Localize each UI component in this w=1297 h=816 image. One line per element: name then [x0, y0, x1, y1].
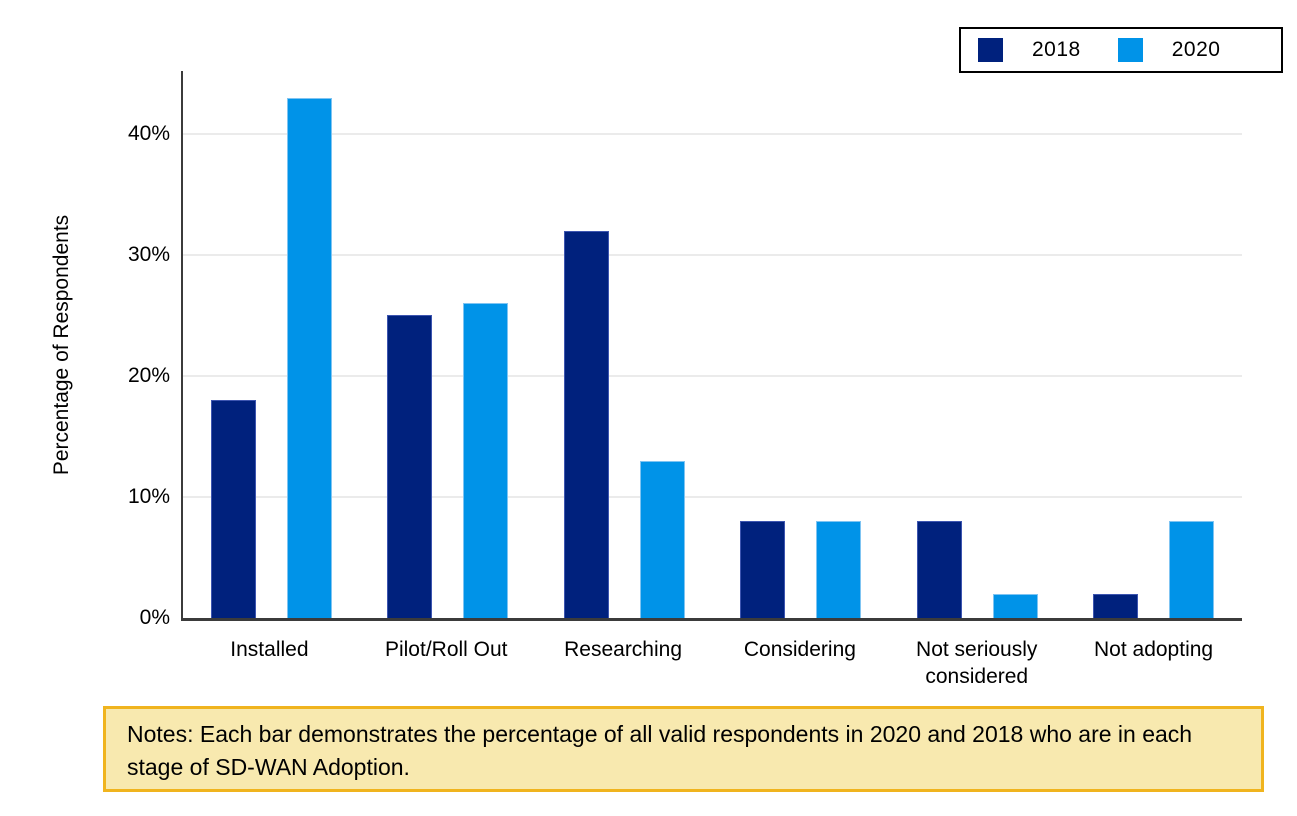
legend-item-2020: 2020 [1117, 38, 1221, 62]
x-tick-pilot-roll-out: Pilot/Roll Out [384, 638, 508, 661]
bar-2020-not-adopting [1169, 521, 1215, 618]
y-tick-10: 10% [127, 485, 170, 508]
bar-group-not-adopting [1066, 71, 1243, 618]
notes-box: Notes: Each bar demonstrates the percent… [103, 706, 1264, 792]
legend: 2018 2020 [959, 27, 1283, 73]
y-tick-30: 30% [127, 243, 170, 266]
gridline-30 [183, 254, 1242, 256]
y-tick-20: 20% [127, 364, 170, 387]
x-tick-not-adopting: Not adopting [1094, 638, 1214, 661]
bar-2018-considering [740, 521, 786, 618]
bar-2018-installed [210, 400, 256, 618]
bar-2020-pilot-roll-out [463, 303, 509, 618]
x-tick-considering: Considering [743, 638, 856, 661]
bar-2020-installed [286, 98, 332, 618]
plot-area [181, 71, 1242, 621]
bar-2018-not-adopting [1093, 594, 1139, 618]
bar-2018-not-seriously-considered [916, 521, 962, 618]
x-tick-not-seriously-considered: Not seriously considered [916, 638, 1038, 688]
bar-2020-considering [816, 521, 862, 618]
gridline-40 [183, 133, 1242, 135]
gridline-20 [183, 375, 1242, 377]
legend-label-2018: 2018 [1032, 38, 1081, 61]
bar-group-installed [183, 71, 360, 618]
grid-layer [183, 71, 1242, 618]
bar-group-pilot-roll-out [360, 71, 537, 618]
bar-2018-researching [563, 231, 609, 618]
x-tick-researching: Researching [564, 638, 683, 661]
x-tick-installed: Installed [230, 638, 309, 661]
bar-group-researching [536, 71, 713, 618]
x-axis-labels: Installed Pilot/Roll Out Researching Con… [181, 636, 1242, 690]
bar-group-not-seriously-considered [889, 71, 1066, 618]
y-tick-40: 40% [127, 122, 170, 145]
bar-2020-not-seriously-considered [992, 594, 1038, 618]
legend-label-2020: 2020 [1171, 38, 1221, 61]
bar-group-considering [713, 71, 890, 618]
bar-layer [183, 71, 1242, 618]
y-tick-0: 0% [139, 606, 170, 629]
legend-swatch-2018-icon [978, 38, 1003, 62]
legend-item-2018: 2018 [978, 38, 1081, 62]
gridline-10 [183, 496, 1242, 498]
bar-2018-pilot-roll-out [387, 315, 433, 618]
legend-swatch-2020-icon [1117, 38, 1143, 62]
bar-2020-researching [639, 461, 685, 618]
